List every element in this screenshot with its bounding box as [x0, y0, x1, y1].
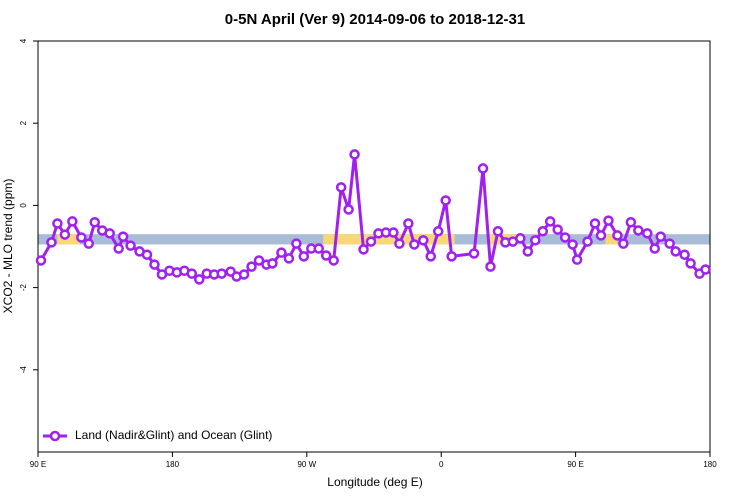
data-point — [403, 218, 414, 229]
data-point — [365, 236, 377, 247]
data-point — [544, 216, 556, 227]
data-point — [113, 243, 124, 254]
data-point — [552, 224, 563, 235]
data-point — [700, 264, 711, 275]
data-point — [349, 149, 360, 160]
data-point — [649, 243, 660, 254]
data-point — [67, 216, 78, 227]
data-point — [89, 217, 100, 228]
data-point — [664, 238, 675, 249]
data-point — [642, 228, 653, 239]
data-point — [83, 238, 95, 249]
data-point — [515, 233, 526, 244]
data-point — [612, 230, 623, 241]
data-point — [186, 268, 198, 279]
data-point — [117, 231, 129, 242]
data-point — [409, 239, 420, 250]
x-tick-label: 0 — [439, 460, 444, 469]
y-tick-label: -2 — [19, 283, 28, 291]
data-point — [46, 237, 57, 248]
x-tick-label: 180 — [703, 460, 717, 469]
data-point — [59, 229, 71, 240]
y-axis-label: XCO2 - MLO trend (ppm) — [1, 179, 15, 314]
data-point — [679, 249, 690, 260]
band-highlight — [57, 234, 80, 245]
data-point — [253, 255, 265, 266]
data-point — [492, 226, 504, 237]
data-point — [291, 238, 302, 249]
data-point — [432, 226, 444, 237]
y-tick-label: 2 — [19, 120, 28, 125]
band-highlight — [605, 234, 618, 245]
data-point — [446, 251, 457, 262]
x-axis-label: Longitude (deg E) — [327, 475, 422, 489]
data-point — [625, 217, 637, 228]
data-point — [104, 228, 115, 239]
data-point — [246, 261, 257, 272]
y-tick-label: 4 — [19, 38, 28, 43]
x-tick-label: 90 E — [30, 460, 46, 469]
data-point — [267, 258, 278, 269]
data-point — [298, 251, 310, 262]
plot-frame — [37, 40, 711, 453]
legend-marker — [49, 430, 61, 442]
data-point — [589, 218, 601, 229]
data-point — [582, 236, 593, 247]
data-point — [595, 230, 607, 241]
y-tick-label: -4 — [19, 366, 28, 374]
y-tick-label: 0 — [19, 203, 28, 208]
data-point — [216, 268, 227, 279]
data-point — [685, 258, 696, 269]
data-point — [567, 239, 578, 250]
band-highlight — [323, 234, 455, 245]
chart-title: 0-5N April (Ver 9) 2014-09-06 to 2018-12… — [225, 11, 525, 28]
data-point — [343, 204, 354, 215]
data-point — [633, 225, 644, 236]
series-line — [39, 154, 707, 282]
data-point — [618, 238, 629, 249]
data-point — [328, 255, 339, 266]
data-point — [149, 259, 160, 270]
legend-label: Land (Nadir&Glint) and Ocean (Glint) — [75, 428, 272, 442]
data-point — [394, 238, 405, 249]
data-point — [320, 250, 332, 261]
data-point — [238, 269, 250, 280]
data-point — [125, 240, 136, 251]
data-point — [571, 254, 583, 265]
data-point — [141, 249, 153, 260]
data-point — [358, 244, 369, 255]
data-point — [388, 227, 399, 238]
data-point — [559, 232, 571, 243]
data-point — [35, 255, 47, 266]
data-point — [537, 226, 548, 237]
data-point — [418, 235, 429, 246]
x-tick-label: 90 W — [297, 460, 316, 469]
data-point — [655, 231, 666, 242]
data-point — [670, 246, 681, 257]
x-tick-label: 90 E — [567, 460, 583, 469]
data-point — [335, 182, 347, 193]
data-point — [468, 248, 480, 259]
data-point — [283, 253, 295, 264]
data-point — [194, 274, 205, 285]
x-tick-label: 180 — [166, 460, 180, 469]
data-point — [485, 261, 496, 272]
data-point — [603, 215, 614, 226]
data-point — [313, 243, 324, 254]
data-point — [522, 246, 534, 257]
data-point — [530, 235, 541, 246]
data-point — [52, 218, 63, 229]
data-point — [276, 247, 287, 258]
data-point — [440, 195, 451, 206]
data-point — [76, 232, 87, 243]
data-point — [477, 163, 489, 174]
data-point — [425, 251, 436, 262]
